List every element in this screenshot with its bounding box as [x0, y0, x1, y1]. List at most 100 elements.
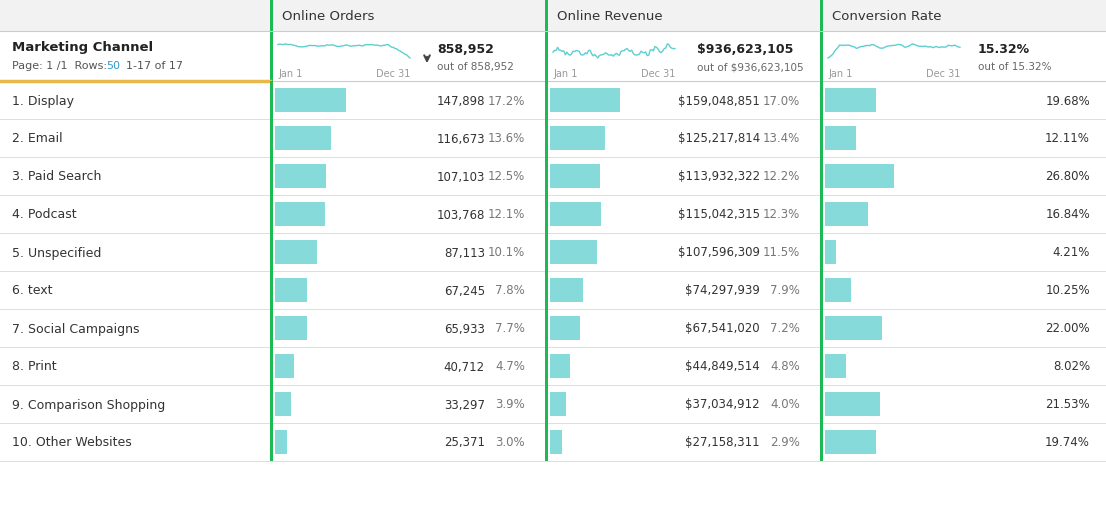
Bar: [0, 82, 1106, 120]
Text: 3.0%: 3.0%: [495, 436, 525, 448]
Text: 107,103: 107,103: [437, 170, 486, 183]
Bar: [825, 203, 868, 227]
Bar: [825, 89, 876, 113]
Bar: [0, 423, 1106, 461]
Text: 3.9%: 3.9%: [495, 398, 525, 411]
Text: 26.80%: 26.80%: [1045, 170, 1091, 183]
Bar: [820, 0, 823, 32]
Bar: [275, 355, 294, 378]
Text: $125,217,814: $125,217,814: [678, 132, 760, 145]
Text: 147,898: 147,898: [437, 94, 486, 107]
Text: 87,113: 87,113: [444, 246, 486, 259]
Text: 50: 50: [106, 61, 119, 71]
Text: Jan 1: Jan 1: [553, 69, 577, 79]
Text: 1. Display: 1. Display: [12, 94, 74, 107]
Bar: [550, 430, 562, 454]
Text: out of 15.32%: out of 15.32%: [978, 62, 1052, 72]
Text: 65,933: 65,933: [445, 322, 486, 335]
Text: $936,623,105: $936,623,105: [697, 42, 793, 56]
Bar: [550, 392, 566, 416]
Bar: [550, 355, 570, 378]
Text: 2.9%: 2.9%: [770, 436, 800, 448]
Text: 12.11%: 12.11%: [1045, 132, 1091, 145]
Text: 6. text: 6. text: [12, 284, 52, 297]
Bar: [825, 430, 876, 454]
Text: 17.2%: 17.2%: [488, 94, 525, 107]
Bar: [545, 0, 547, 32]
Text: $115,042,315: $115,042,315: [678, 208, 760, 221]
Bar: [550, 127, 605, 150]
Bar: [270, 32, 273, 82]
Text: 7.7%: 7.7%: [495, 322, 525, 335]
Bar: [275, 430, 288, 454]
Bar: [0, 310, 1106, 347]
Text: 9. Comparison Shopping: 9. Comparison Shopping: [12, 398, 165, 411]
Bar: [0, 347, 1106, 385]
Bar: [0, 0, 1106, 32]
Text: 10. Other Websites: 10. Other Websites: [12, 436, 132, 448]
Bar: [825, 278, 852, 302]
Text: 10.1%: 10.1%: [488, 246, 525, 259]
Text: Marketing Channel: Marketing Channel: [12, 40, 153, 54]
Bar: [825, 127, 856, 150]
Text: 12.3%: 12.3%: [763, 208, 800, 221]
Text: 3. Paid Search: 3. Paid Search: [12, 170, 102, 183]
Text: $159,048,851: $159,048,851: [678, 94, 760, 107]
Text: 13.4%: 13.4%: [763, 132, 800, 145]
Text: 67,245: 67,245: [444, 284, 486, 297]
Text: 19.68%: 19.68%: [1045, 94, 1091, 107]
Bar: [275, 89, 346, 113]
Bar: [550, 89, 620, 113]
Bar: [545, 82, 547, 461]
Text: 21.53%: 21.53%: [1045, 398, 1091, 411]
Text: 12.5%: 12.5%: [488, 170, 525, 183]
Bar: [550, 240, 597, 265]
Text: 7. Social Campaigns: 7. Social Campaigns: [12, 322, 139, 335]
Bar: [0, 158, 1106, 195]
Text: Jan 1: Jan 1: [278, 69, 302, 79]
Text: 2. Email: 2. Email: [12, 132, 63, 145]
Text: 7.8%: 7.8%: [495, 284, 525, 297]
Text: 12.1%: 12.1%: [488, 208, 525, 221]
Bar: [550, 316, 580, 340]
Bar: [275, 203, 325, 227]
Bar: [270, 82, 273, 461]
Text: 22.00%: 22.00%: [1045, 322, 1091, 335]
Bar: [825, 355, 846, 378]
Bar: [550, 203, 601, 227]
Text: Jan 1: Jan 1: [828, 69, 853, 79]
Text: 7.9%: 7.9%: [770, 284, 800, 297]
Text: $27,158,311: $27,158,311: [686, 436, 760, 448]
Text: 17.0%: 17.0%: [763, 94, 800, 107]
Text: out of 858,952: out of 858,952: [437, 62, 514, 72]
Text: 858,952: 858,952: [437, 42, 494, 56]
Text: 4.21%: 4.21%: [1053, 246, 1091, 259]
Text: 33,297: 33,297: [444, 398, 486, 411]
Bar: [0, 195, 1106, 233]
Text: Online Revenue: Online Revenue: [557, 10, 662, 22]
Bar: [825, 240, 836, 265]
Text: Page: 1 /1  Rows:: Page: 1 /1 Rows:: [12, 61, 111, 71]
Text: $44,849,514: $44,849,514: [686, 360, 760, 373]
Bar: [275, 127, 331, 150]
Bar: [825, 392, 880, 416]
Text: 4.8%: 4.8%: [770, 360, 800, 373]
Text: $107,596,309: $107,596,309: [678, 246, 760, 259]
Bar: [0, 120, 1106, 158]
Bar: [825, 165, 894, 189]
Text: 4.0%: 4.0%: [770, 398, 800, 411]
Text: Online Orders: Online Orders: [282, 10, 374, 22]
Bar: [550, 165, 601, 189]
Bar: [275, 316, 306, 340]
Text: 13.6%: 13.6%: [488, 132, 525, 145]
Bar: [0, 385, 1106, 423]
Text: 7.2%: 7.2%: [770, 322, 800, 335]
Bar: [820, 32, 823, 82]
Text: 103,768: 103,768: [437, 208, 486, 221]
Text: 16.84%: 16.84%: [1045, 208, 1091, 221]
Text: $74,297,939: $74,297,939: [685, 284, 760, 297]
Bar: [275, 240, 316, 265]
Bar: [825, 316, 881, 340]
Bar: [0, 32, 1106, 82]
Text: 8. Print: 8. Print: [12, 360, 56, 373]
